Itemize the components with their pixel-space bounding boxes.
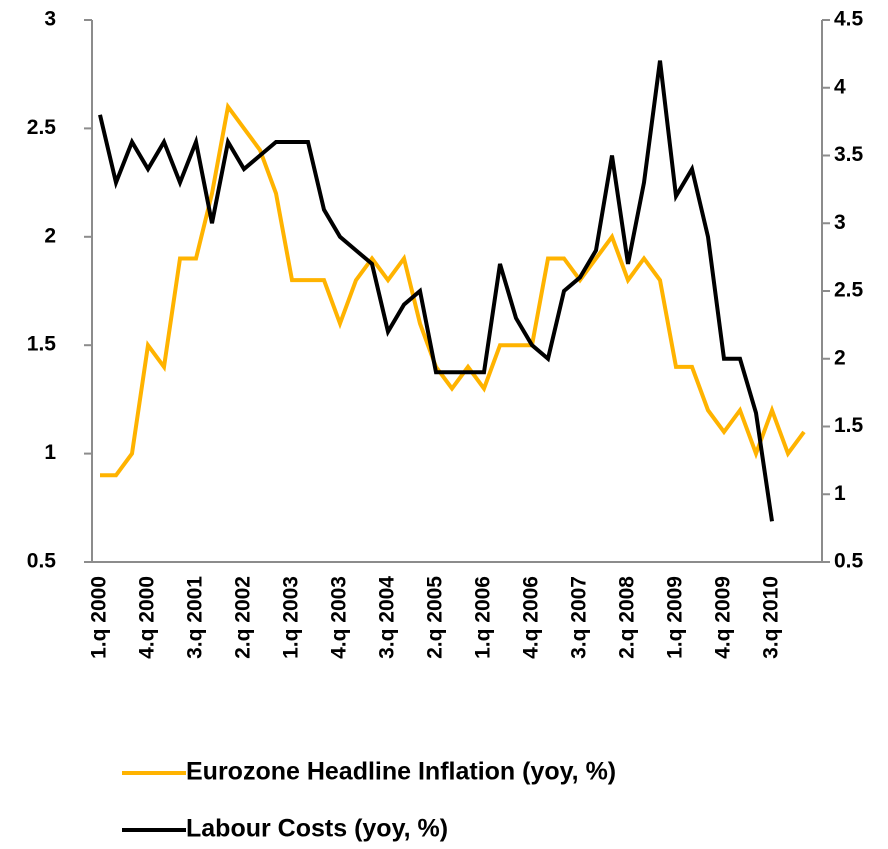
y2-tick-label: 4 xyxy=(834,75,846,98)
x-tick-label: 1.q 2003 xyxy=(280,576,303,659)
y2-tick-label: 2.5 xyxy=(834,279,864,302)
x-tick-label: 4.q 2003 xyxy=(328,576,351,659)
x-tick-label: 4.q 2009 xyxy=(712,576,735,659)
x-tick-label: 4.q 2000 xyxy=(136,576,159,659)
y-tick-label: 1 xyxy=(44,441,56,464)
x-tick-label: 2.q 2008 xyxy=(616,576,639,659)
y2-tick-label: 0.5 xyxy=(834,550,864,573)
y2-tick-label: 3 xyxy=(834,211,846,234)
y2-tick-label: 2 xyxy=(834,346,846,369)
y-tick-label: 2.5 xyxy=(27,116,57,139)
y2-tick-label: 1.5 xyxy=(834,414,864,437)
x-tick-label: 2.q 2005 xyxy=(424,576,447,659)
y2-tick-label: 3.5 xyxy=(834,143,864,166)
series-line xyxy=(100,101,806,478)
x-tick-label: 4.q 2006 xyxy=(520,576,543,659)
x-tick-label: 1.q 2000 xyxy=(88,576,111,659)
series-line xyxy=(98,60,774,522)
y2-tick-label: 4.5 xyxy=(834,8,864,31)
x-tick-label: 3.q 2010 xyxy=(760,576,783,659)
y-tick-label: 1.5 xyxy=(27,333,57,356)
x-tick-label: 3.q 2007 xyxy=(568,576,591,659)
y-tick-label: 2 xyxy=(44,224,56,247)
x-tick-label: 2.q 2002 xyxy=(232,576,255,659)
y-tick-label: 3 xyxy=(44,8,56,31)
y2-tick-label: 1 xyxy=(834,482,846,505)
legend-label: Labour Costs (yoy, %) xyxy=(186,815,448,843)
x-tick-label: 1.q 2009 xyxy=(664,576,687,659)
x-tick-label: 3.q 2004 xyxy=(376,576,399,659)
x-tick-label: 1.q 2006 xyxy=(472,576,495,659)
y-tick-label: 0.5 xyxy=(27,550,57,573)
x-tick-label: 3.q 2001 xyxy=(184,576,207,659)
legend-label: Eurozone Headline Inflation (yoy, %) xyxy=(186,758,616,786)
